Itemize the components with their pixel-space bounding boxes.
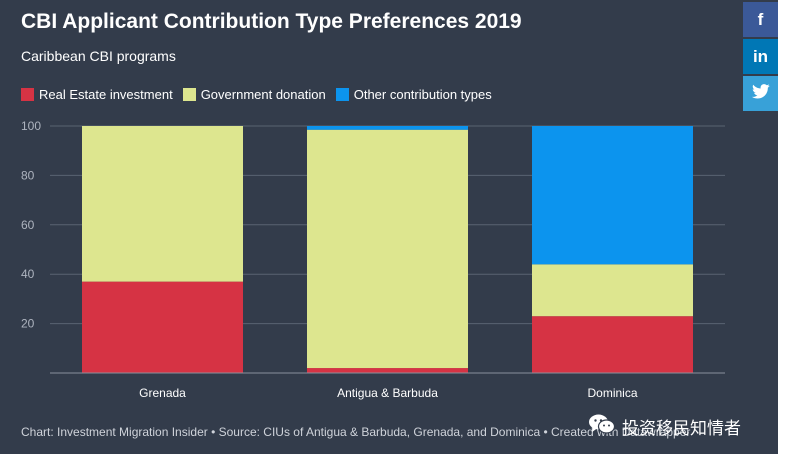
- y-tick-label-60: 60: [21, 218, 35, 232]
- facebook-share-button[interactable]: f: [743, 2, 778, 37]
- bar-dominica-other: [532, 126, 693, 265]
- linkedin-share-button[interactable]: in: [743, 39, 778, 74]
- bar-dominica-real: [532, 316, 693, 373]
- linkedin-icon: in: [752, 46, 769, 66]
- stacked-bar-chart: 20 40 60 80 100 Grenada Antigua & Barbuda Domin…: [21, 119, 725, 400]
- bar-antigua-barbuda-real: [307, 368, 468, 373]
- y-tick-label-100: 100: [21, 119, 41, 133]
- chart-subtitle: Caribbean CBI programs: [21, 48, 176, 64]
- legend-swatch-real-estate: [21, 88, 34, 101]
- y-tick-label-20: 20: [21, 317, 35, 331]
- chart-title: CBI Applicant Contribution Type Preferen…: [21, 10, 522, 33]
- bar-antigua-barbuda-other: [307, 126, 468, 130]
- bar-dominica-government: [532, 264, 693, 317]
- chart-footer: Chart: Investment Migration Insider • So…: [21, 425, 691, 439]
- legend-label-other-contribution: Other contribution types: [353, 87, 492, 102]
- y-tick-label-80: 80: [21, 168, 35, 182]
- x-tick-label-grenada: Grenada: [139, 386, 186, 400]
- twitter-share-button[interactable]: [743, 76, 778, 111]
- bar-grenada-government: [82, 126, 243, 282]
- legend-item-other-contribution: Other contribution types: [335, 87, 492, 102]
- legend: Real Estate investment Government donati…: [21, 87, 492, 102]
- wechat-watermark: 投资移民知情者: [588, 413, 741, 440]
- legend-label-real-estate: Real Estate investment: [39, 87, 173, 102]
- bar-grenada-real: [82, 281, 243, 373]
- x-tick-label-dominica: Dominica: [587, 386, 637, 400]
- twitter-icon: [751, 83, 770, 104]
- x-tick-label-antigua-barbuda: Antigua & Barbuda: [337, 386, 438, 400]
- bar-antigua-barbuda-government: [307, 129, 468, 369]
- wechat-icon: [588, 413, 616, 440]
- legend-label-government-donation: Government donation: [200, 87, 326, 102]
- y-tick-label-40: 40: [21, 267, 35, 281]
- legend-item-government-donation: Government donation: [182, 87, 326, 102]
- chart-panel: CBI Applicant Contribution Type Preferen…: [0, 0, 778, 454]
- legend-swatch-other-contribution: [335, 88, 349, 101]
- legend-swatch-government-donation: [182, 88, 196, 101]
- legend-item-real-estate: Real Estate investment: [21, 87, 173, 102]
- watermark-text: 投资移民知情者: [622, 419, 741, 438]
- facebook-icon: f: [757, 9, 764, 29]
